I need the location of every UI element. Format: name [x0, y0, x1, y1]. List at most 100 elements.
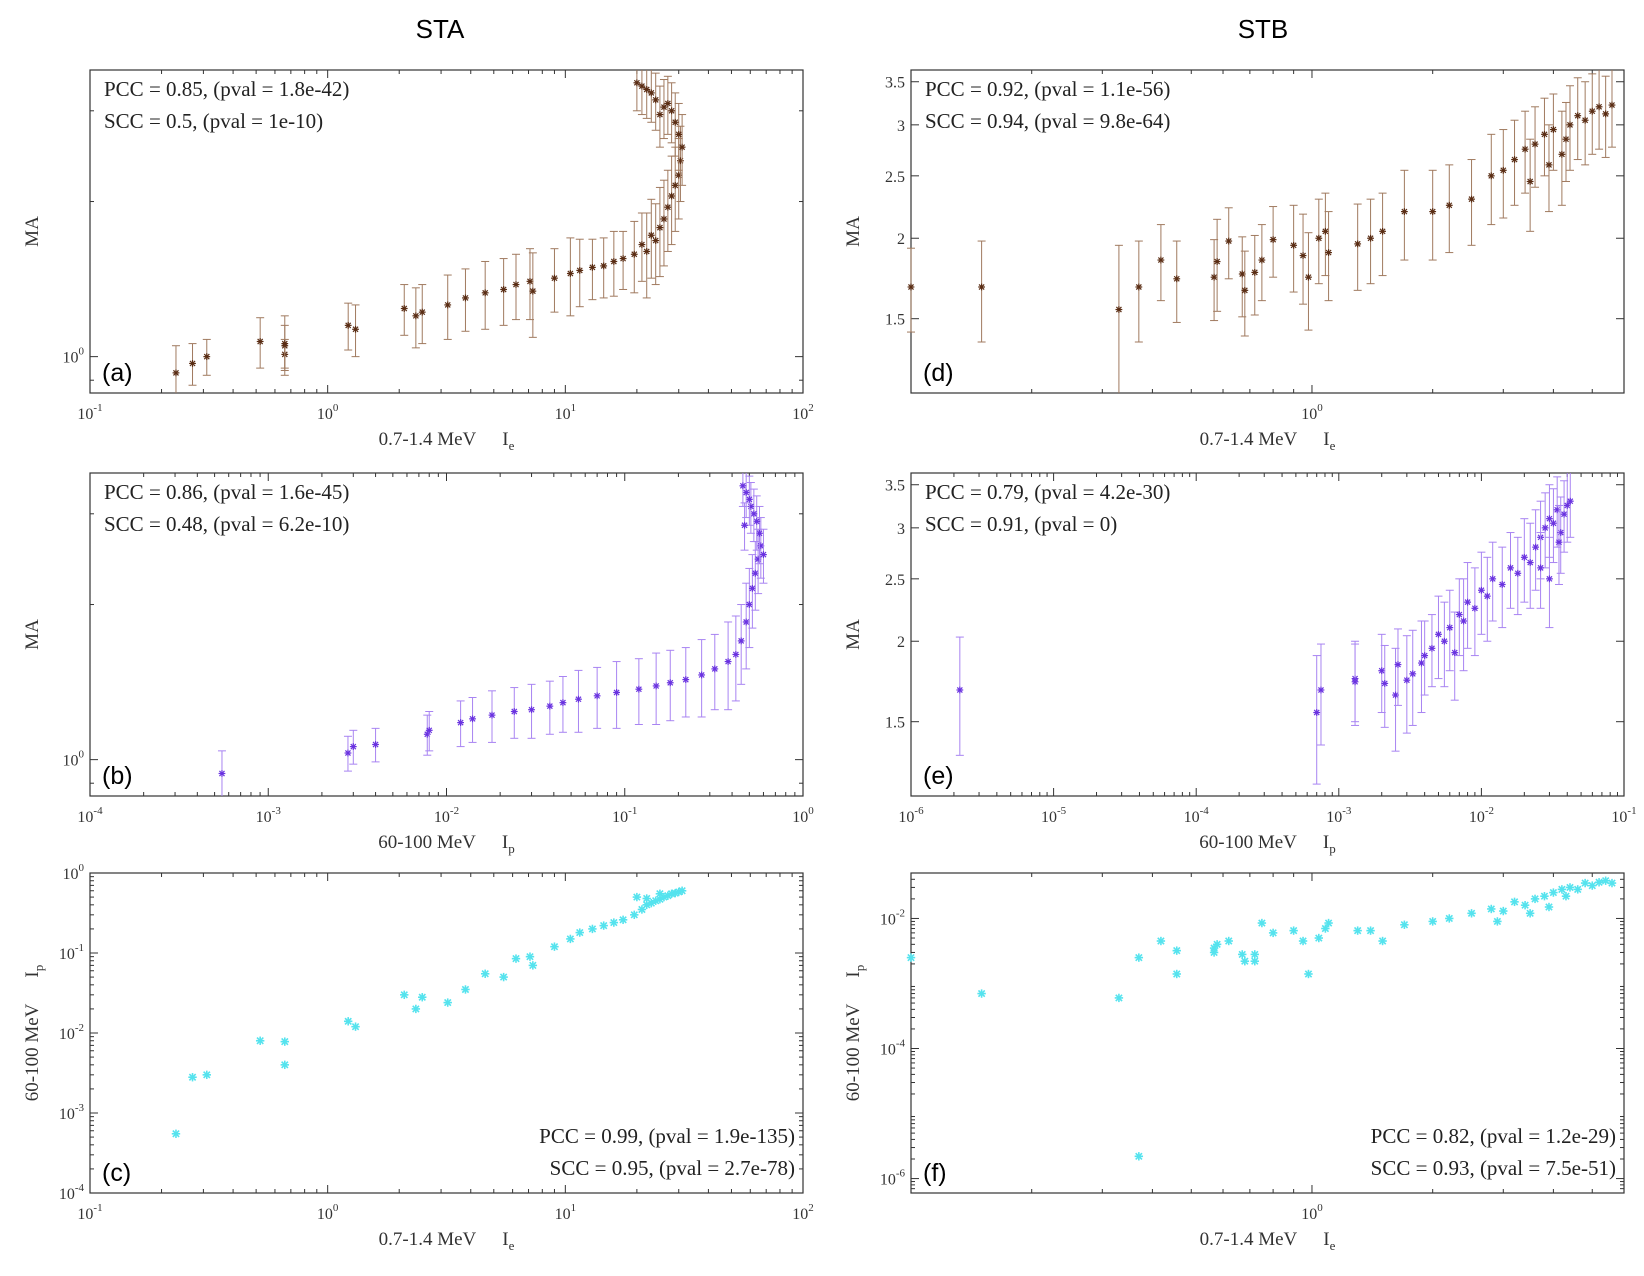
marker-stroke — [529, 288, 536, 295]
data-point — [637, 905, 647, 914]
data-point — [1463, 562, 1472, 649]
marker-stroke — [1353, 926, 1362, 935]
stats-text: PCC = 0.79, (pval = 4.2e-30) — [925, 480, 1170, 504]
x-tick-label: 100 — [317, 1202, 339, 1223]
data-point — [256, 317, 265, 369]
y-tick-label: 100 — [63, 862, 85, 883]
marker-stroke — [188, 1073, 197, 1081]
marker-stroke — [1367, 235, 1374, 242]
marker-stroke — [1258, 257, 1265, 264]
data-point — [748, 554, 757, 629]
data-point — [1549, 888, 1558, 897]
data-point — [1520, 900, 1530, 910]
marker-stroke — [1135, 953, 1143, 962]
marker-stroke — [1251, 950, 1259, 959]
data-point — [593, 666, 602, 729]
marker-stroke — [1484, 593, 1491, 600]
data-point — [642, 894, 651, 903]
data-point — [1525, 909, 1535, 918]
y-axis-label: 60-100 MeVIp — [843, 965, 867, 1101]
marker-stroke — [1300, 252, 1307, 259]
data-point — [1588, 881, 1597, 890]
data-point — [528, 252, 537, 338]
data-point — [599, 237, 608, 299]
data-point — [1238, 950, 1247, 959]
x-tick-label: 10-3 — [1326, 805, 1352, 826]
data-point — [171, 1129, 181, 1138]
data-point — [612, 661, 621, 729]
data-point — [634, 658, 643, 726]
data-point — [637, 70, 646, 116]
data-point — [1428, 917, 1437, 926]
marker-stroke — [1115, 994, 1123, 1002]
data-point — [1580, 878, 1590, 888]
panel-label: (c) — [102, 1159, 131, 1187]
marker-stroke — [668, 193, 675, 199]
data-point — [977, 989, 986, 998]
marker-stroke — [1135, 284, 1142, 290]
data-point — [1209, 943, 1219, 953]
data-point — [280, 1060, 289, 1070]
x-axis-label: 60-100 MeV Ip — [1199, 832, 1335, 856]
marker-stroke — [1563, 136, 1569, 143]
x-tick-label: 10-1 — [77, 402, 102, 423]
data-point — [418, 284, 427, 345]
data-point — [1324, 918, 1333, 928]
data-point — [511, 253, 520, 321]
marker-stroke — [656, 224, 663, 231]
marker-stroke — [401, 305, 408, 312]
marker-stroke — [619, 916, 627, 924]
data-point — [1445, 914, 1454, 923]
y-tick-label: 3 — [897, 118, 905, 135]
data-point — [1588, 73, 1597, 155]
marker-stroke — [908, 284, 914, 290]
marker-stroke — [1550, 520, 1557, 527]
marker-stroke — [462, 294, 469, 301]
marker-stroke — [643, 248, 650, 255]
data-point — [655, 186, 664, 278]
data-point — [1483, 556, 1492, 642]
data-point — [1450, 611, 1459, 701]
marker-stroke — [1214, 258, 1221, 265]
data-point — [528, 961, 538, 970]
marker-stroke — [1507, 564, 1514, 571]
data-point — [255, 1036, 265, 1045]
marker-stroke — [643, 86, 650, 93]
data-point — [1541, 492, 1550, 569]
data-point — [1314, 198, 1323, 285]
marker-stroke — [1456, 611, 1463, 618]
data-point — [655, 85, 664, 148]
data-point — [1156, 224, 1165, 302]
marker-stroke — [203, 1071, 211, 1079]
data-point — [1506, 532, 1515, 609]
stats-text: PCC = 0.86, (pval = 1.6e-45) — [104, 480, 349, 504]
data-point — [1565, 85, 1574, 171]
marker-stroke — [1546, 515, 1553, 522]
marker-stroke — [1478, 587, 1485, 594]
marker-stroke — [600, 262, 607, 269]
stats-text: PCC = 0.85, (pval = 1.8e-42) — [104, 77, 349, 101]
data-point — [1172, 969, 1181, 979]
marker-stroke — [412, 1005, 420, 1013]
marker-stroke — [599, 921, 608, 930]
data-point — [1566, 473, 1575, 538]
stats-text: SCC = 0.94, (pval = 9.8e-64) — [925, 109, 1170, 133]
data-point — [737, 604, 746, 685]
data-point — [1561, 891, 1571, 901]
marker-stroke — [469, 715, 476, 722]
marker-stroke — [652, 237, 659, 244]
marker-stroke — [1313, 709, 1320, 716]
data-point — [1353, 203, 1362, 291]
data-point — [461, 985, 470, 994]
marker-stroke — [594, 692, 601, 699]
y-tick-label: 100 — [63, 346, 85, 367]
x-tick-label: 10-4 — [1184, 805, 1210, 826]
marker-stroke — [1251, 957, 1259, 965]
marker-stroke — [675, 131, 682, 138]
column-title-sta: STA — [416, 14, 465, 44]
marker-stroke — [753, 518, 760, 525]
marker-stroke — [418, 993, 426, 1001]
marker-stroke — [589, 264, 596, 271]
data-point — [1513, 536, 1522, 616]
